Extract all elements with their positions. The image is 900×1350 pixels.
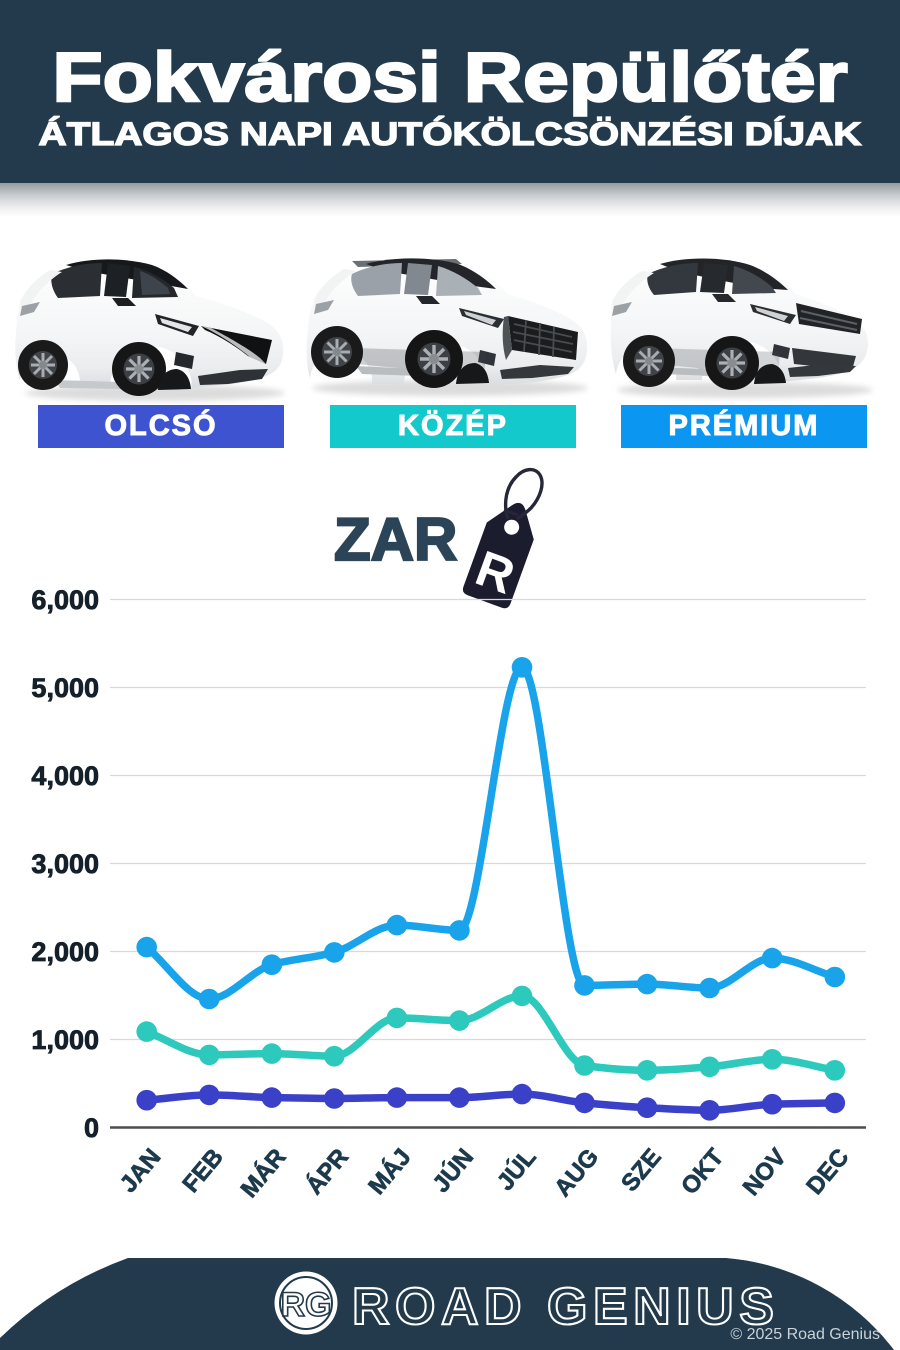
svg-text:JÚN: JÚN <box>427 1143 479 1198</box>
svg-text:RG: RG <box>281 1286 332 1324</box>
svg-text:SZE: SZE <box>616 1144 667 1197</box>
svg-text:NOV: NOV <box>738 1144 792 1201</box>
svg-text:JÚL: JÚL <box>491 1143 542 1196</box>
svg-text:6,000: 6,000 <box>31 585 99 615</box>
svg-text:5,000: 5,000 <box>31 673 99 703</box>
svg-text:0: 0 <box>84 1113 99 1143</box>
svg-text:AUG: AUG <box>549 1144 604 1202</box>
svg-text:ÁPR: ÁPR <box>300 1143 354 1200</box>
svg-text:ROAD GENIUS: ROAD GENIUS <box>352 1278 779 1336</box>
svg-text:OKT: OKT <box>676 1143 729 1199</box>
svg-text:JAN: JAN <box>115 1144 167 1198</box>
svg-text:DEC: DEC <box>801 1144 854 1200</box>
svg-text:4,000: 4,000 <box>31 761 99 791</box>
svg-text:3,000: 3,000 <box>31 849 99 879</box>
svg-text:2,000: 2,000 <box>31 937 99 967</box>
svg-text:FEB: FEB <box>177 1144 229 1198</box>
svg-text:1,000: 1,000 <box>31 1025 99 1055</box>
svg-text:MÁR: MÁR <box>235 1143 292 1203</box>
svg-text:MÁJ: MÁJ <box>363 1143 417 1200</box>
